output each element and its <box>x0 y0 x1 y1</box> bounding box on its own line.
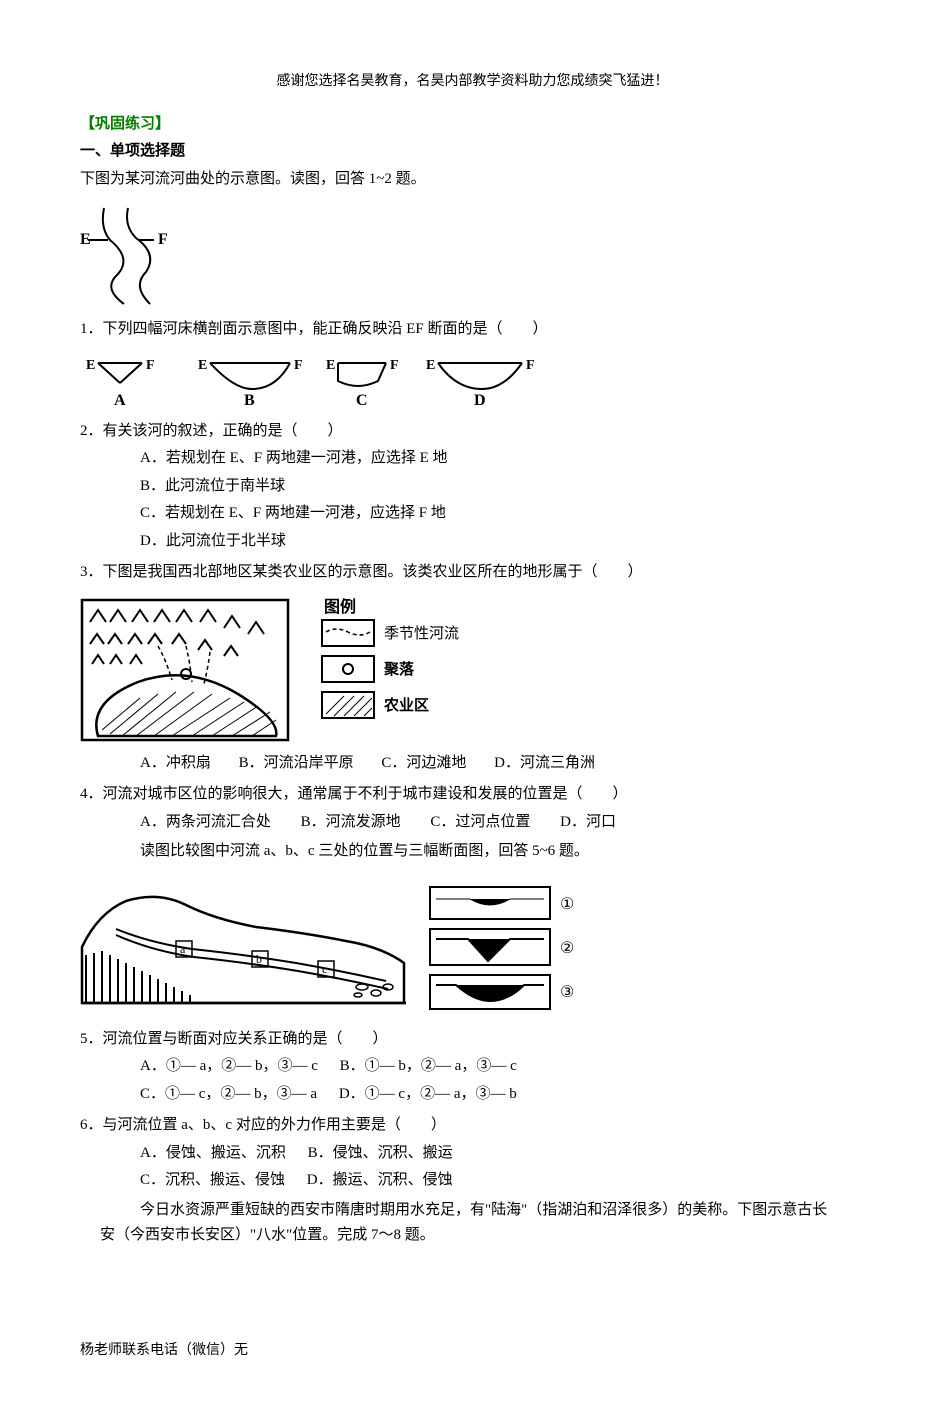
intro-q1-2: 下图为某河流河曲处的示意图。读图，回答 1~2 题。 <box>80 167 865 193</box>
q5-opt-b: B．①— b，②— a，③— c <box>340 1058 517 1074</box>
svg-text:F: F <box>390 358 399 373</box>
svg-text:农业区: 农业区 <box>383 696 429 714</box>
svg-text:c: c <box>322 962 327 976</box>
svg-text:①: ① <box>560 896 574 913</box>
q4-opt-b: B．河流发源地 <box>301 810 401 836</box>
svg-text:图例: 图例 <box>324 598 356 616</box>
section-title-consolidation: 【巩固练习】 <box>80 112 865 138</box>
page-header: 感谢您选择名昊教育，名昊内部教学资料助力您成绩突飞猛进！ <box>80 70 865 94</box>
intro-q7-8-a: 今日水资源严重短缺的西安市隋唐时期用水充足，有"陆海"（指湖泊和沼泽很多）的美称… <box>140 1198 865 1224</box>
q6-opt-b: B．侵蚀、沉积、搬运 <box>308 1145 453 1161</box>
q2-opt-d: D．此河流位于北半球 <box>140 529 865 555</box>
part1-title: 一、单项选择题 <box>80 139 865 165</box>
label-e: E <box>80 231 91 248</box>
q3-opt-a: A．冲积扇 <box>140 751 211 777</box>
q6-opts-row1: A．侵蚀、搬运、沉积 B．侵蚀、沉积、搬运 <box>140 1141 865 1167</box>
q3-opt-b: B．河流沿岸平原 <box>239 751 354 777</box>
q3-text: 3．下图是我国西北部地区某类农业区的示意图。该类农业区所在的地形属于（ ） <box>80 560 865 586</box>
q4-options: A．两条河流汇合处 B．河流发源地 C．过河点位置 D．河口 <box>140 810 865 836</box>
q5-text: 5．河流位置与断面对应关系正确的是（ ） <box>80 1027 865 1053</box>
q4-text: 4．河流对城市区位的影响很大，通常属于不利于城市建设和发展的位置是（ ） <box>80 782 865 808</box>
page-footer: 杨老师联系电话（微信）无 <box>80 1339 865 1363</box>
svg-text:E: E <box>198 358 207 373</box>
q2-text: 2．有关该河的叙述，正确的是（ ） <box>80 419 865 445</box>
q4-opt-d: D．河口 <box>560 810 616 836</box>
q3-opt-c: C．河边滩地 <box>381 751 466 777</box>
q6-opt-c: C．沉积、搬运、侵蚀 <box>140 1172 285 1188</box>
svg-text:C: C <box>356 392 368 409</box>
svg-text:E: E <box>86 358 95 373</box>
figure-meander: E F <box>80 204 865 309</box>
svg-text:F: F <box>294 358 303 373</box>
svg-text:D: D <box>474 392 486 409</box>
svg-text:B: B <box>244 392 255 409</box>
q2-opt-b: B．此河流位于南半球 <box>140 474 865 500</box>
svg-text:E: E <box>426 358 435 373</box>
svg-text:a: a <box>180 942 186 956</box>
intro-q7-8-b: 安（今西安市长安区）"八水"位置。完成 7～8 题。 <box>100 1223 865 1249</box>
svg-text:季节性河流: 季节性河流 <box>384 625 459 642</box>
svg-text:F: F <box>526 358 535 373</box>
q4-opt-c: C．过河点位置 <box>430 810 530 836</box>
q4-opt-a: A．两条河流汇合处 <box>140 810 271 836</box>
q1-text: 1．下列四幅河床横剖面示意图中，能正确反映沿 EF 断面的是（ ） <box>80 317 865 343</box>
q5-opt-d: D．①— c，②— a，③— b <box>339 1086 517 1102</box>
q6-opt-a: A．侵蚀、搬运、沉积 <box>140 1145 286 1161</box>
q5-opt-a: A．①— a，②— b，③— c <box>140 1058 318 1074</box>
svg-text:A: A <box>114 392 126 409</box>
svg-text:③: ③ <box>560 984 574 1001</box>
svg-text:F: F <box>146 358 155 373</box>
q5-opt-c: C．①— c，②— b，③— a <box>140 1086 317 1102</box>
svg-text:②: ② <box>560 940 574 957</box>
q1-options-figure: E F A E F B E F C E <box>80 355 865 411</box>
svg-text:b: b <box>256 952 262 966</box>
q2-opt-a: A．若规划在 E、F 两地建一河港，应选择 E 地 <box>140 446 865 472</box>
q6-opts-row2: C．沉积、搬运、侵蚀 D．搬运、沉积、侵蚀 <box>140 1168 865 1194</box>
q3-options: A．冲积扇 B．河流沿岸平原 C．河边滩地 D．河流三角洲 <box>140 751 865 777</box>
q3-figure: 图例 季节性河流 聚落 农业区 <box>80 598 865 743</box>
svg-text:聚落: 聚落 <box>383 660 415 678</box>
q5-opts-row1: A．①— a，②— b，③— c B．①— b，②— a，③— c <box>140 1054 865 1080</box>
q6-opt-d: D．搬运、沉积、侵蚀 <box>307 1172 453 1188</box>
label-f: F <box>158 231 168 248</box>
figure-q5-6: a b c ① ② ③ <box>80 883 865 1013</box>
intro-q5-6: 读图比较图中河流 a、b、c 三处的位置与三幅断面图，回答 5~6 题。 <box>140 839 865 865</box>
svg-text:E: E <box>326 358 335 373</box>
q2-opt-c: C．若规划在 E、F 两地建一河港，应选择 F 地 <box>140 501 865 527</box>
q6-text: 6．与河流位置 a、b、c 对应的外力作用主要是（ ） <box>80 1113 865 1139</box>
q5-opts-row2: C．①— c，②— b，③— a D．①— c，②— a，③— b <box>140 1082 865 1108</box>
q3-opt-d: D．河流三角洲 <box>494 751 595 777</box>
